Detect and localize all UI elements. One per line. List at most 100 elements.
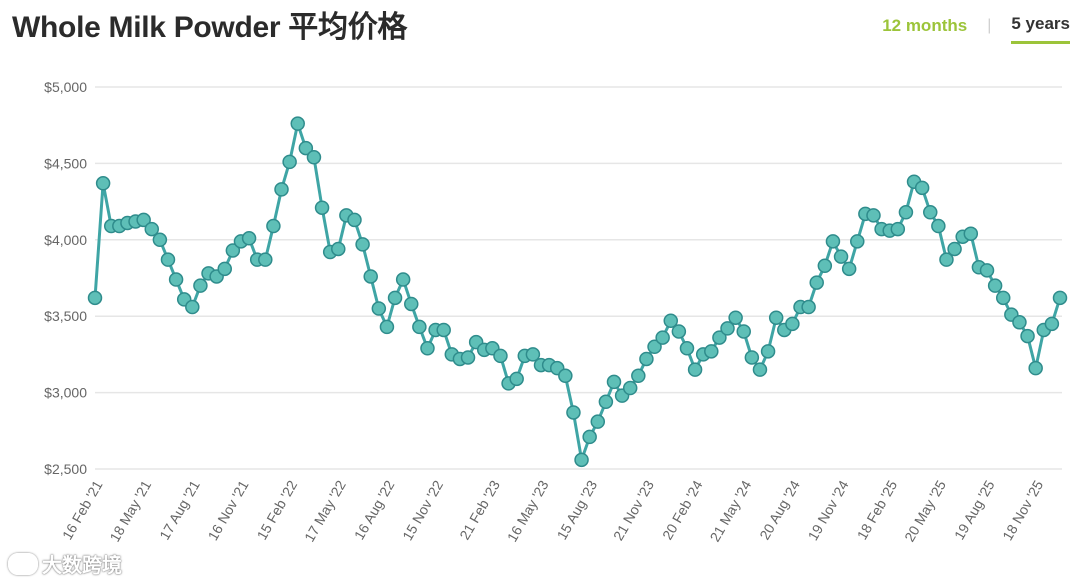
data-point[interactable] (168, 272, 184, 287)
y-tick-label: $3,500 (44, 308, 87, 324)
data-point[interactable] (947, 241, 962, 257)
data-point[interactable] (744, 350, 760, 365)
data-point[interactable] (752, 362, 768, 377)
data-point[interactable] (274, 182, 289, 197)
data-point[interactable] (785, 316, 800, 332)
data-point[interactable] (379, 319, 395, 335)
data-point[interactable] (1020, 328, 1035, 344)
data-point[interactable] (306, 150, 322, 165)
data-point[interactable] (87, 290, 103, 306)
data-point[interactable] (1052, 290, 1068, 306)
data-point[interactable] (655, 330, 670, 345)
data-point[interactable] (931, 218, 946, 234)
data-point[interactable] (266, 218, 281, 234)
data-point[interactable] (331, 241, 346, 257)
data-point[interactable] (258, 252, 273, 267)
data-point[interactable] (1044, 316, 1060, 332)
data-point[interactable] (890, 221, 906, 237)
data-point[interactable] (939, 252, 954, 267)
data-point[interactable] (898, 205, 914, 220)
data-point[interactable] (663, 313, 679, 329)
data-point[interactable] (298, 140, 314, 156)
x-tick-label: 21 Feb '23 (456, 477, 503, 542)
x-tick-label: 20 Aug '24 (756, 477, 803, 542)
range-12-months-button[interactable]: 12 months (882, 15, 968, 35)
data-point[interactable] (282, 154, 297, 170)
data-point[interactable] (760, 344, 776, 359)
data-point[interactable] (647, 339, 662, 355)
x-tick-label: 16 Nov '21 (204, 477, 251, 543)
data-point[interactable] (509, 371, 524, 387)
data-point[interactable] (387, 290, 403, 306)
data-point[interactable] (833, 249, 849, 264)
x-tick-label: 18 Nov '25 (999, 477, 1046, 543)
data-point[interactable] (679, 341, 695, 356)
data-point[interactable] (355, 237, 370, 252)
data-point[interactable] (736, 324, 751, 339)
data-point[interactable] (144, 221, 160, 237)
data-point[interactable] (598, 394, 614, 410)
watermark: 大数跨境 (8, 549, 122, 578)
data-point[interactable] (193, 278, 208, 293)
data-point[interactable] (395, 272, 411, 287)
data-point[interactable] (412, 319, 427, 335)
data-point[interactable] (809, 275, 824, 290)
data-point[interactable] (314, 200, 330, 215)
data-point[interactable] (995, 290, 1011, 306)
data-point[interactable] (671, 324, 687, 339)
data-point[interactable] (850, 234, 865, 249)
data-point[interactable] (825, 234, 841, 249)
data-point[interactable] (768, 310, 784, 325)
grid-lines (95, 86, 1062, 470)
data-point[interactable] (493, 348, 508, 364)
data-point[interactable] (728, 310, 743, 325)
data-point[interactable] (631, 368, 646, 384)
data-point[interactable] (241, 231, 257, 246)
data-point[interactable] (712, 330, 727, 345)
data-point[interactable] (290, 116, 305, 131)
data-point[interactable] (1028, 360, 1043, 376)
x-tick-label: 16 Feb '21 (59, 477, 106, 542)
data-point[interactable] (704, 344, 719, 359)
data-point[interactable] (720, 321, 735, 336)
data-point[interactable] (923, 205, 938, 220)
data-point[interactable] (185, 299, 200, 315)
data-point[interactable] (436, 322, 451, 338)
data-point[interactable] (841, 261, 857, 277)
data-point[interactable] (347, 212, 362, 228)
data-point[interactable] (371, 301, 387, 316)
data-point[interactable] (95, 176, 111, 191)
data-point[interactable] (622, 380, 638, 396)
data-point[interactable] (914, 180, 930, 196)
data-point[interactable] (639, 351, 654, 367)
data-point[interactable] (1012, 315, 1027, 330)
data-point[interactable] (582, 429, 597, 445)
data-point[interactable] (979, 263, 995, 278)
data-point[interactable] (404, 296, 419, 312)
data-point[interactable] (590, 414, 606, 429)
data-point[interactable] (160, 252, 176, 267)
data-point[interactable] (606, 374, 622, 390)
x-tick-label: 16 May '23 (504, 477, 552, 544)
data-point[interactable] (566, 405, 581, 420)
range-5-years-button[interactable]: 5 years (1011, 14, 1070, 44)
x-tick-label: 15 Nov '22 (399, 477, 446, 543)
data-point[interactable] (987, 278, 1003, 293)
data-point[interactable] (801, 299, 816, 315)
data-point[interactable] (687, 362, 703, 377)
data-point[interactable] (558, 368, 573, 384)
data-point[interactable] (420, 341, 435, 356)
data-point[interactable] (363, 269, 378, 284)
data-point[interactable] (460, 350, 476, 365)
x-tick-label: 18 May '21 (106, 477, 154, 544)
data-point[interactable] (963, 226, 979, 241)
data-point[interactable] (817, 258, 833, 274)
data-point[interactable] (525, 347, 541, 362)
data-point[interactable] (136, 212, 151, 228)
data-point[interactable] (217, 261, 232, 277)
data-point[interactable] (866, 208, 881, 223)
data-point[interactable] (574, 452, 589, 468)
x-tick-label: 20 May '25 (901, 477, 949, 544)
data-point[interactable] (225, 243, 241, 258)
data-point[interactable] (152, 232, 168, 248)
